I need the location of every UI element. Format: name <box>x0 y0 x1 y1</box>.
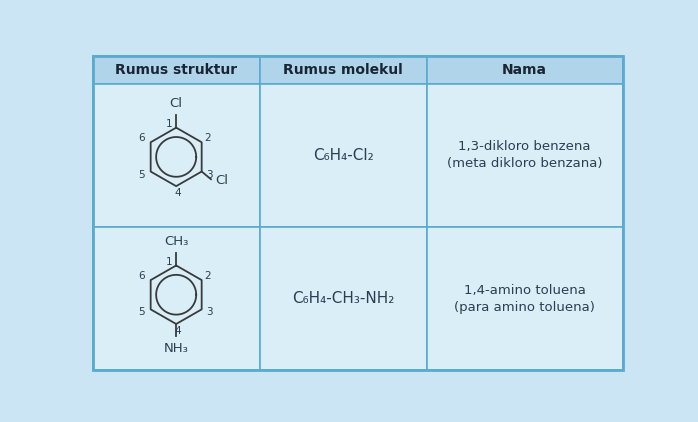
Text: Cl: Cl <box>170 97 183 110</box>
Text: 6: 6 <box>138 133 144 143</box>
Text: 1: 1 <box>166 257 172 267</box>
Text: 5: 5 <box>138 308 144 317</box>
Text: Cl: Cl <box>216 174 229 187</box>
Text: 6: 6 <box>138 271 144 281</box>
Bar <box>260 84 426 227</box>
Text: 2: 2 <box>204 133 210 143</box>
Bar <box>93 56 260 84</box>
Bar <box>93 84 260 227</box>
Text: (meta dikloro benzana): (meta dikloro benzana) <box>447 157 602 170</box>
Text: Rumus molekul: Rumus molekul <box>283 63 403 77</box>
Text: 5: 5 <box>138 170 144 180</box>
Text: 1,3-dikloro benzena: 1,3-dikloro benzena <box>459 141 591 153</box>
Text: 2: 2 <box>204 271 210 281</box>
Text: NH₃: NH₃ <box>164 342 188 355</box>
Bar <box>426 84 623 227</box>
Bar <box>260 227 426 370</box>
Text: CH₃: CH₃ <box>164 235 188 248</box>
Text: 3: 3 <box>206 170 213 180</box>
Text: Rumus struktur: Rumus struktur <box>115 63 237 77</box>
Bar <box>93 227 260 370</box>
Bar <box>426 56 623 84</box>
Bar <box>260 56 426 84</box>
Text: 1,4-amino toluena: 1,4-amino toluena <box>463 284 586 297</box>
Text: C₆H₄-CH₃-NH₂: C₆H₄-CH₃-NH₂ <box>292 291 394 306</box>
Text: 1: 1 <box>166 119 172 129</box>
Text: Nama: Nama <box>502 63 547 77</box>
Text: C₆H₄-Cl₂: C₆H₄-Cl₂ <box>313 148 373 163</box>
Bar <box>426 227 623 370</box>
Text: 4: 4 <box>174 188 181 198</box>
Text: 3: 3 <box>206 308 213 317</box>
Text: 4: 4 <box>174 326 181 336</box>
Text: (para amino toluena): (para amino toluena) <box>454 300 595 314</box>
